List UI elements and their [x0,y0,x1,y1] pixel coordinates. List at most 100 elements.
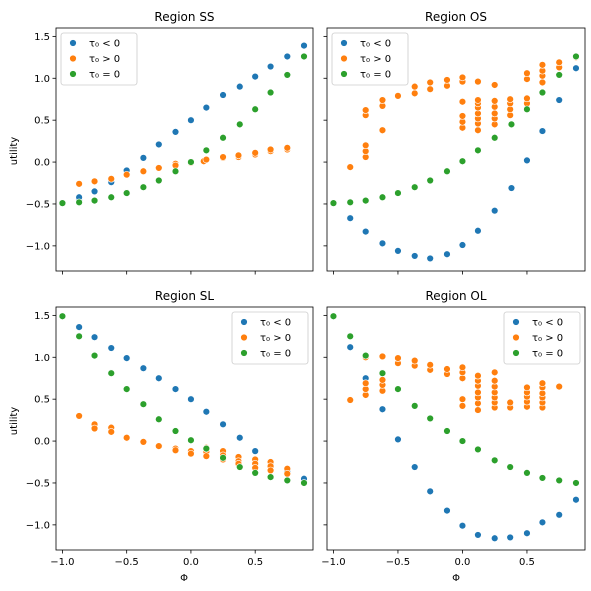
data-point-series-1 [426,85,434,93]
data-point-series-1 [506,95,514,103]
data-point-series-0 [426,254,434,263]
data-point-series-2 [58,312,67,320]
data-point-series-1 [474,372,482,380]
legend-marker [512,318,520,326]
data-point-series-2 [107,369,115,377]
data-point-series-1 [378,376,387,384]
data-point-series-2 [443,427,451,435]
data-point-series-0 [346,343,354,351]
legend-marker [340,39,348,47]
y-axis-label-bottom: utility [9,407,20,436]
panel-region-os: Region OS τ₀ < 0 τ₀ > 0 τ₀ = 0 [323,10,586,275]
data-point-series-0 [139,154,148,162]
x-axis-label-right: Φ [452,573,460,584]
data-point-series-2 [474,146,482,155]
data-point-series-2 [474,445,482,454]
legend-marker [69,70,77,78]
data-point-series-2 [90,351,99,360]
data-point-series-1 [378,96,387,104]
data-point-series-0 [219,420,227,429]
data-point-series-0 [155,140,163,149]
data-point-series-0 [378,405,387,413]
data-point-series-2 [171,427,180,435]
data-point-series-0 [506,533,514,542]
data-point-series-1 [538,379,547,387]
y-tick-label: 0.0 [34,158,50,169]
legend-label: τ₀ < 0 [532,318,563,329]
data-point-series-0 [572,496,580,504]
data-point-series-0 [300,41,308,50]
data-point-series-1 [378,352,387,361]
data-point-series-2 [426,414,434,423]
data-point-series-0 [378,239,387,248]
data-point-series-0 [107,344,115,352]
data-point-series-1 [362,379,370,387]
legend-marker [240,333,248,342]
data-point-series-1 [251,149,259,157]
data-point-series-1 [266,145,275,154]
legend-label: τ₀ = 0 [360,70,391,81]
data-point-series-1 [458,98,467,106]
data-point-series-1 [187,449,195,458]
data-point-series-2 [202,444,211,453]
panel-region-ol: Region OL −1.0 −0.5 0.0 0.5 τ₀ < 0 τ₀ > 0 τ₀ = … [321,289,586,568]
data-point-series-2 [572,479,580,487]
data-point-series-2 [394,189,402,197]
data-point-series-2 [394,385,402,393]
data-point-series-0 [139,364,148,372]
data-point-series-2 [219,454,227,462]
data-point-series-1 [219,153,227,161]
data-point-series-1 [90,177,99,186]
data-point-series-2 [506,463,514,471]
x-tick-label: 0.0 [454,557,470,568]
data-point-series-2 [236,463,244,471]
legend-box [503,311,581,365]
axes-frame [326,27,586,272]
legend-label: τ₀ > 0 [260,333,291,344]
axes-frame [55,306,314,551]
legend-label: τ₀ < 0 [89,39,120,50]
x-tick-label: 0.5 [247,557,263,568]
data-point-series-2 [443,167,451,175]
legend-label: τ₀ < 0 [260,318,291,329]
y-tick-label: −0.5 [26,199,50,210]
data-point-series-2 [300,52,308,61]
data-point-series-0 [266,62,275,71]
data-point-series-0 [219,91,227,99]
data-point-series-0 [458,521,467,530]
data-point-series-2 [266,88,275,97]
data-point-series-0 [202,408,211,416]
data-point-series-1 [491,377,499,385]
data-point-series-2 [122,385,131,393]
data-point-series-0 [236,434,244,442]
data-point-series-0 [555,96,563,104]
data-point-series-2 [266,473,275,481]
data-point-series-1 [411,356,419,365]
data-point-series-1 [443,76,451,84]
legend-box [60,32,138,86]
data-point-series-1 [474,77,482,86]
x-tick-label: 0.5 [519,557,535,568]
data-point-series-1 [506,398,514,407]
data-point-series-0 [411,252,419,260]
data-point-series-1 [234,151,243,160]
data-point-series-1 [346,396,354,404]
data-point-series-1 [555,382,563,391]
data-point-series-0 [90,187,99,196]
x-tick-label: −0.5 [386,557,410,568]
data-point-series-1 [491,97,499,105]
data-point-series-0 [538,518,547,527]
legend-label: τ₀ > 0 [89,54,120,65]
data-point-series-1 [362,141,370,150]
data-point-series-0 [394,247,402,255]
data-point-series-2 [538,88,547,97]
data-point-series-1 [122,170,131,179]
data-point-series-2 [251,105,259,113]
data-point-series-0 [346,214,354,222]
data-point-series-2 [139,400,148,408]
legend-marker [340,70,348,78]
data-point-series-1 [75,412,83,420]
data-point-series-0 [251,447,259,455]
data-point-series-0 [362,227,370,236]
